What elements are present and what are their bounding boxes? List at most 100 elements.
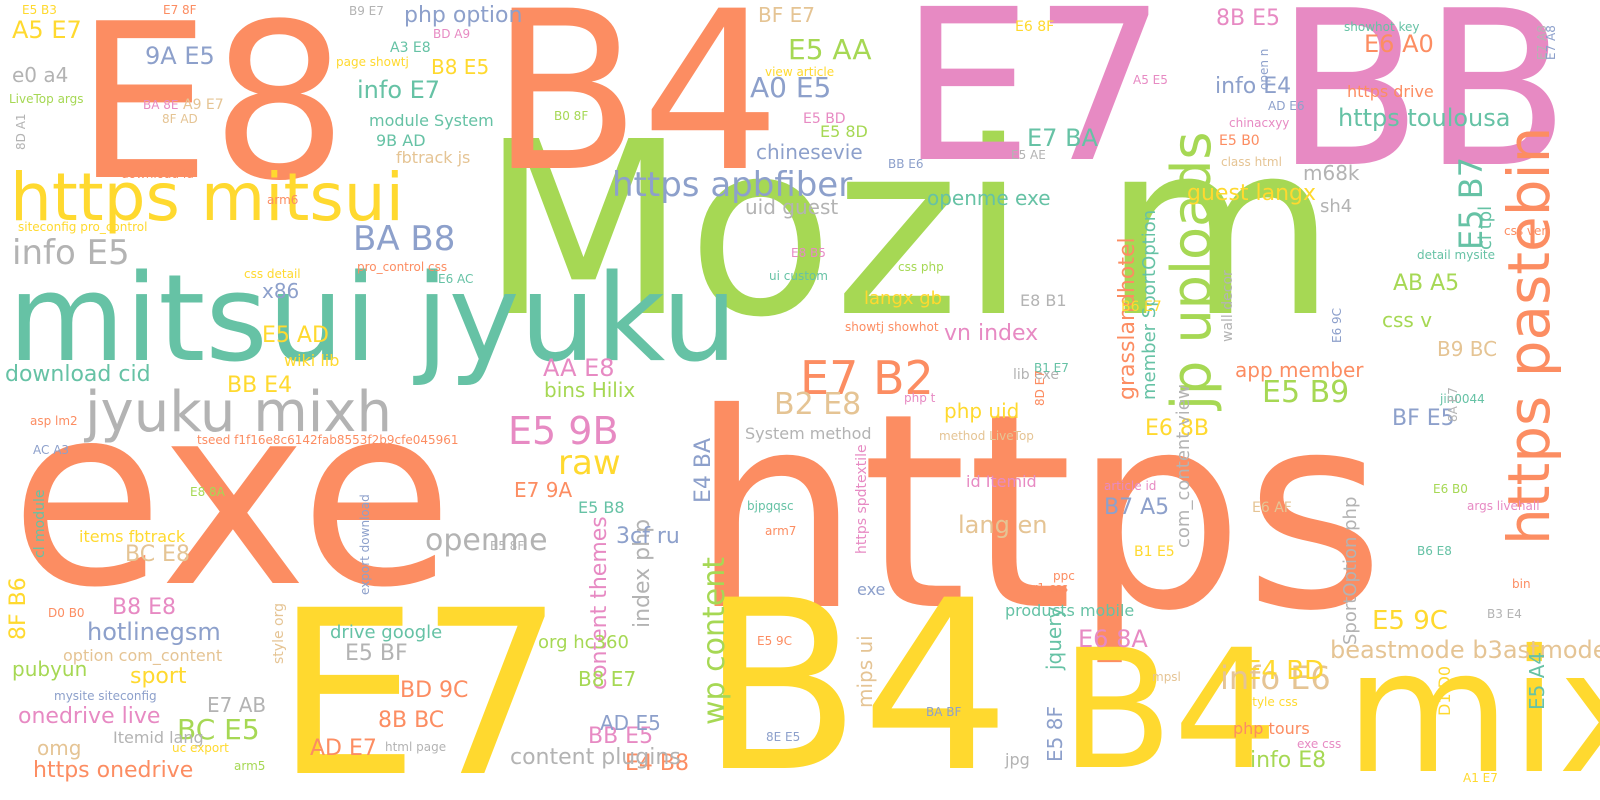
word-130: B1 E5 bbox=[1134, 544, 1175, 560]
word-28: E5 B9 bbox=[1262, 375, 1350, 410]
word-0: exe bbox=[10, 351, 454, 642]
word-46: onedrive live bbox=[18, 704, 161, 729]
word-44: app member bbox=[1235, 358, 1364, 382]
word-110: https drive bbox=[1347, 82, 1434, 101]
word-189: AD E6 bbox=[1268, 99, 1305, 113]
word-153: html page bbox=[385, 740, 447, 754]
word-174: siteconfig pro_control bbox=[18, 220, 148, 234]
word-158: BA BF bbox=[926, 705, 962, 719]
word-38: 9A E5 bbox=[145, 42, 215, 70]
word-150: D0 B0 bbox=[48, 606, 85, 620]
word-107: module System bbox=[369, 111, 494, 130]
word-92: org hc360 bbox=[538, 632, 629, 653]
word-138: E6 AF bbox=[1252, 500, 1292, 516]
word-2: Mozi m bbox=[480, 90, 1337, 370]
word-83: BF E7 bbox=[758, 3, 815, 27]
word-105: php uid bbox=[944, 399, 1020, 423]
word-95: bins Hilix bbox=[544, 378, 636, 402]
word-37: A5 E7 bbox=[12, 16, 82, 44]
word-191: css ver bbox=[1504, 224, 1547, 238]
word-117: B8 E7 bbox=[578, 667, 637, 691]
word-122: E5 BD bbox=[803, 111, 846, 127]
word-119: products mobile bbox=[1005, 601, 1135, 620]
word-93: E5 B8 bbox=[578, 498, 625, 517]
word-155: ver1 css bbox=[1018, 581, 1068, 595]
word-179: ui custom bbox=[769, 269, 828, 283]
word-56: E5 BF bbox=[345, 641, 408, 666]
word-147: AC A3 bbox=[33, 443, 70, 457]
word-61: AD E7 bbox=[310, 736, 377, 761]
word-7: B4 bbox=[700, 551, 1011, 800]
word-77: BF E5 bbox=[1392, 406, 1455, 431]
word-134: A1 E7 bbox=[1463, 771, 1498, 785]
word-115: SportOption php bbox=[1340, 496, 1361, 645]
word-11: mitsui jyuku bbox=[8, 250, 738, 389]
word-9: B4 bbox=[1060, 614, 1279, 800]
word-185: B1 E7 bbox=[1034, 361, 1069, 375]
word-136: E6 8F bbox=[1015, 19, 1055, 35]
word-126: showhot key bbox=[1344, 20, 1420, 34]
word-41: https toulousa bbox=[1338, 104, 1511, 132]
word-131: B6 E8 bbox=[1417, 544, 1452, 558]
word-128: class html bbox=[1221, 155, 1282, 169]
word-157: 8E E5 bbox=[766, 730, 801, 744]
word-42: grasslandhotel bbox=[1115, 237, 1140, 400]
word-12: https mitsui bbox=[10, 159, 404, 236]
word-177: E6 AC bbox=[438, 272, 474, 286]
word-6: BB bbox=[1275, 0, 1570, 215]
word-151: mysite siteconfig bbox=[54, 689, 157, 703]
word-54: lang en bbox=[958, 511, 1048, 539]
word-188: open n bbox=[1257, 48, 1271, 90]
word-71: m68k bbox=[1303, 161, 1360, 185]
word-203: style org bbox=[271, 603, 287, 664]
word-20: raw bbox=[558, 443, 621, 483]
word-51: uid guest bbox=[745, 195, 839, 219]
word-88: E7 AB bbox=[207, 693, 267, 717]
word-178: B0 8F bbox=[554, 109, 589, 123]
word-86: omg bbox=[37, 736, 82, 760]
word-94: 3cf ru bbox=[616, 524, 680, 549]
word-64: content plugins bbox=[510, 745, 681, 770]
word-152: uc export bbox=[172, 741, 229, 755]
word-15: https pastebin bbox=[1495, 126, 1563, 545]
word-72: sh4 bbox=[1320, 196, 1353, 217]
word-125: wall decor bbox=[1220, 270, 1236, 342]
word-199: https spdtextile bbox=[854, 444, 870, 554]
word-186: E5 AE bbox=[1011, 148, 1046, 162]
word-129: D1 D0 bbox=[1435, 665, 1454, 716]
word-104: id Itemid bbox=[966, 472, 1037, 491]
word-114: com_content view bbox=[1173, 384, 1194, 548]
word-78: E5 AD bbox=[262, 323, 329, 348]
word-159: E5 9C bbox=[757, 634, 793, 648]
word-196: article id bbox=[1104, 479, 1157, 493]
word-176: pro_control css bbox=[357, 260, 448, 274]
word-87: pubyun bbox=[12, 657, 88, 681]
word-50: chinesevie bbox=[756, 140, 863, 164]
word-146: asp lm2 bbox=[30, 414, 78, 428]
word-45: hotlinegsm bbox=[87, 618, 221, 646]
word-66: 8F B6 bbox=[6, 577, 31, 640]
word-23: BA B8 bbox=[353, 219, 456, 259]
word-171: 8D A1 bbox=[14, 113, 28, 150]
word-197: E6 9C bbox=[1330, 307, 1344, 343]
word-10: mixh jp bbox=[1345, 614, 1600, 800]
word-133: B3 E4 bbox=[1487, 607, 1522, 621]
word-140: args livehall bbox=[1467, 499, 1540, 513]
word-148: cl module bbox=[32, 489, 48, 558]
word-101: php tours bbox=[1233, 719, 1310, 738]
word-81: e0 a4 bbox=[12, 63, 69, 87]
word-195: 8D E7 bbox=[1033, 370, 1047, 406]
word-58: BC E8 bbox=[125, 542, 190, 567]
word-53: E6 8B bbox=[1145, 416, 1209, 441]
word-182: showtj showhot bbox=[845, 320, 939, 334]
word-40: info E7 bbox=[357, 76, 441, 104]
word-102: langx gb bbox=[864, 288, 943, 309]
word-145: tseed f1f16e8c6142fab8553f2b9cfe045961 bbox=[197, 433, 459, 447]
word-204: B5 8F bbox=[490, 539, 525, 553]
word-123: exe bbox=[857, 580, 886, 599]
word-187: A5 E5 bbox=[1133, 73, 1168, 87]
word-57: BC E5 bbox=[177, 713, 260, 746]
word-33: content themes bbox=[587, 516, 612, 690]
word-14: jp uploads bbox=[1160, 131, 1223, 411]
